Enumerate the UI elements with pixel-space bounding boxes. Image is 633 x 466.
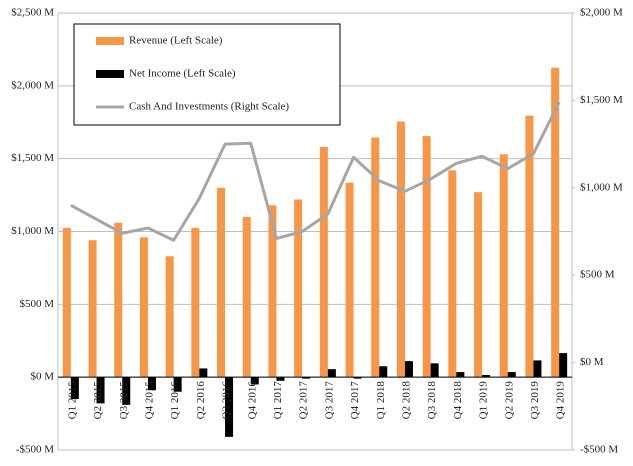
bar <box>173 377 182 392</box>
legend-label: Revenue (Left Scale) <box>129 35 223 47</box>
x-tick-label: Q4 2017 <box>349 381 361 420</box>
bar <box>165 256 174 378</box>
bar <box>533 360 542 378</box>
x-tick-label: Q1 2017 <box>272 381 284 420</box>
bar <box>430 363 439 378</box>
bar <box>422 136 431 378</box>
bar <box>404 361 413 378</box>
y-tick-label: $0 M <box>30 371 54 383</box>
x-tick-label: Q2 2019 <box>503 381 515 420</box>
y2-tick-label: $1,000 M <box>580 181 623 193</box>
line <box>70 101 561 242</box>
bar <box>88 240 97 378</box>
bar <box>276 377 285 381</box>
bar <box>499 154 508 378</box>
bar <box>294 199 303 378</box>
bar <box>139 237 148 378</box>
y-tick-label: -$500 M <box>16 444 54 456</box>
bar <box>191 227 200 378</box>
legend-label: Cash And Investments (Right Scale) <box>129 101 289 113</box>
bar <box>242 216 251 378</box>
bar <box>302 377 311 379</box>
bar <box>525 115 534 378</box>
x-tick-label: Q2 2016 <box>195 381 207 420</box>
bar <box>474 192 483 378</box>
y-tick-label: $1,000 M <box>11 225 54 237</box>
y2-tick-label: $0 M <box>580 356 604 368</box>
x-tick-label: Q1 2019 <box>478 381 490 420</box>
legend-swatch <box>96 70 124 78</box>
bar <box>250 377 259 385</box>
x-tick-label: Q2 2015 <box>92 381 104 420</box>
y2-tick-label: $1,500 M <box>580 94 623 106</box>
x-tick-label: Q1 2018 <box>375 381 387 420</box>
y2-tick-label: $500 M <box>580 269 615 281</box>
bar <box>217 187 226 378</box>
bar <box>379 366 388 378</box>
bar <box>482 374 491 378</box>
y2-tick-label: $2,000 M <box>580 7 623 19</box>
x-tick-label: Q3 2015 <box>118 381 130 420</box>
bar <box>559 353 568 378</box>
bar <box>199 368 208 378</box>
bar <box>551 67 560 378</box>
bar <box>507 372 516 378</box>
bar <box>122 377 131 405</box>
bar <box>96 377 105 404</box>
y-tick-label: $2,500 M <box>11 7 54 19</box>
y-tick-label: $500 M <box>19 298 54 310</box>
bar <box>319 147 328 378</box>
x-tick-label: Q2 2017 <box>298 381 310 420</box>
bar <box>371 137 380 378</box>
y-tick-label: $2,000 M <box>11 79 54 91</box>
bar <box>456 372 465 378</box>
bar <box>62 227 71 378</box>
bar <box>268 205 277 378</box>
x-tick-label: Q3 2018 <box>426 381 438 420</box>
legend-label: Net Income (Left Scale) <box>129 68 236 80</box>
legend-swatch <box>96 37 124 45</box>
x-tick-label: Q4 2016 <box>246 381 258 420</box>
bar <box>345 182 354 378</box>
bar <box>327 369 336 378</box>
bar <box>114 222 123 378</box>
bar <box>353 377 362 379</box>
y-tick-label: $1,500 M <box>11 152 54 164</box>
x-tick-label: Q1 2016 <box>169 381 181 420</box>
x-tick-label: Q4 2018 <box>452 381 464 420</box>
bar <box>396 121 405 378</box>
bar <box>147 377 156 391</box>
x-tick-label: Q3 2019 <box>529 381 541 420</box>
x-tick-label: Q3 2016 <box>221 381 233 420</box>
x-tick-label: Q4 2019 <box>555 381 567 420</box>
bar <box>225 377 234 437</box>
bar <box>448 170 457 378</box>
x-tick-label: Q1 2015 <box>66 381 78 420</box>
x-tick-label: Q4 2015 <box>143 381 155 420</box>
y2-tick-label: -$500 M <box>580 444 618 456</box>
bar <box>70 377 79 400</box>
x-tick-label: Q3 2017 <box>323 381 335 420</box>
x-tick-label: Q2 2018 <box>400 381 412 420</box>
